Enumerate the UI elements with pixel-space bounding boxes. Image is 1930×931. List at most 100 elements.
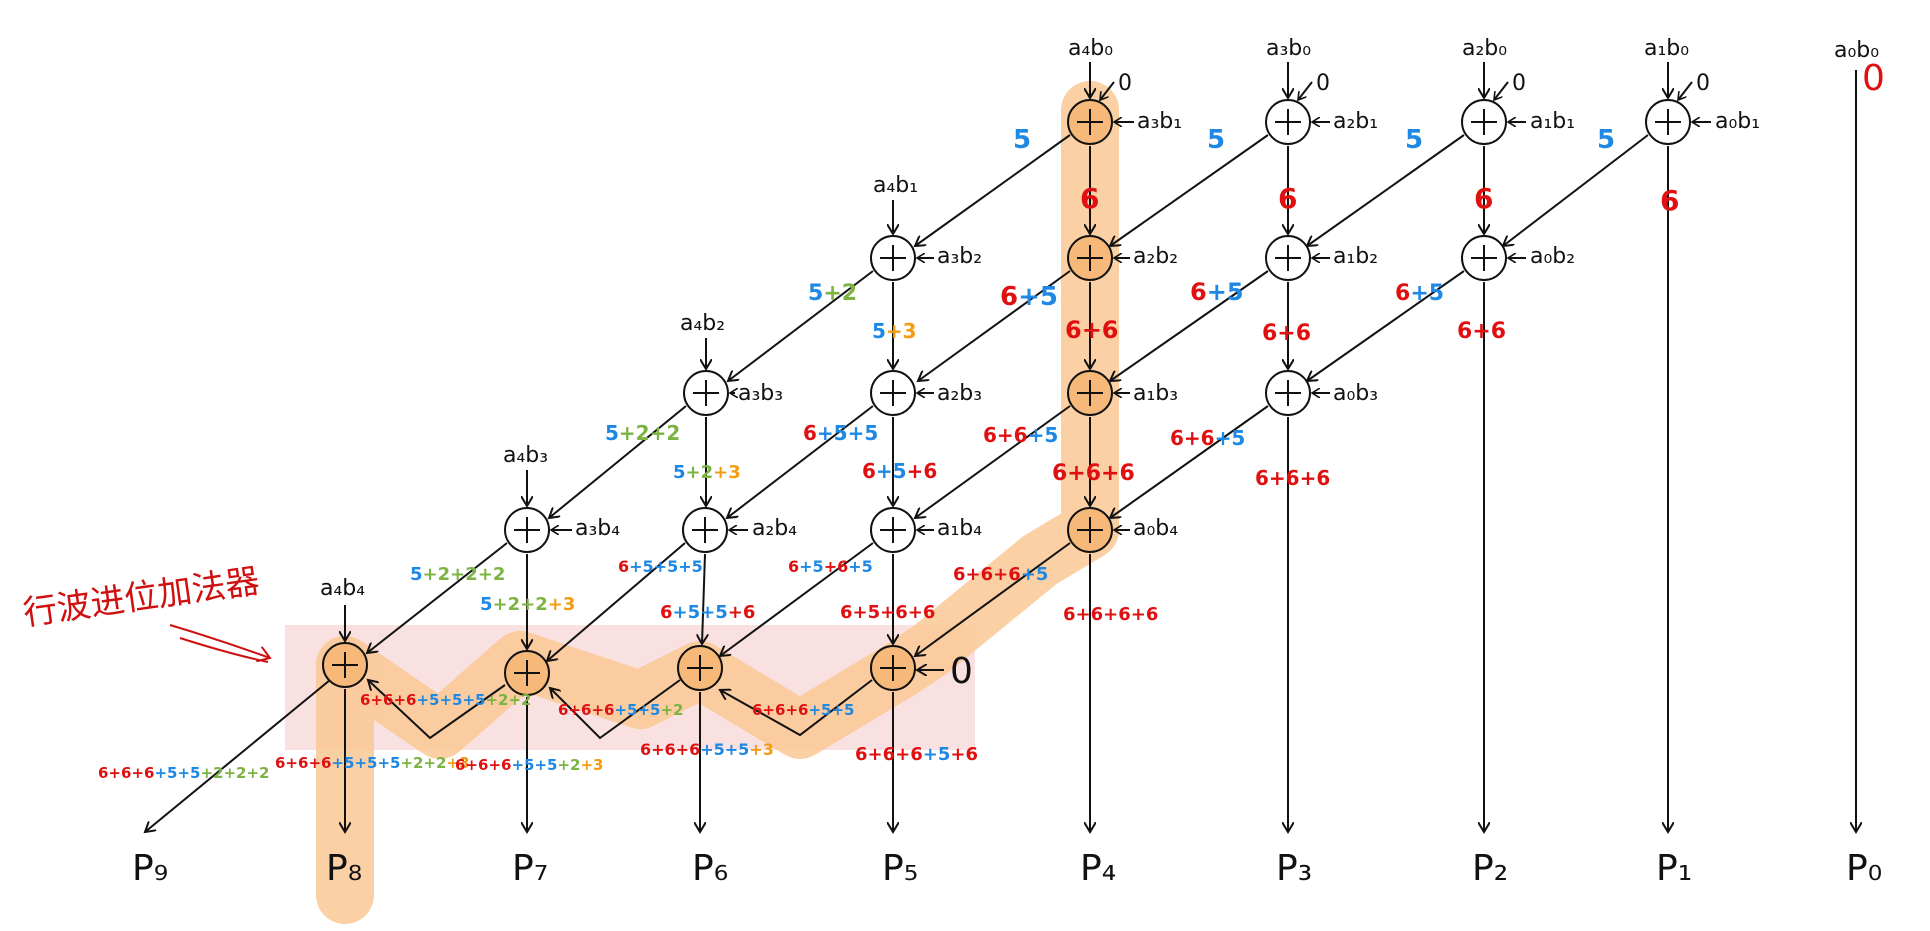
delay-label-d17: 5+2+2 (605, 421, 680, 445)
delay-seg: +5 (876, 459, 907, 483)
output-p6: P₆ (692, 848, 728, 889)
delay-seg: 6 (1190, 278, 1207, 306)
delay-seg: 6+6+6+6 (1063, 604, 1158, 625)
delay-label-d9: 5+2 (808, 281, 857, 306)
output-p8: P₈ (326, 848, 362, 889)
delay-seg: 5 (808, 281, 823, 306)
delay-seg: +5+5 (817, 421, 878, 445)
output-p0: P₀ (1846, 848, 1882, 889)
delay-seg: +3 (749, 740, 774, 759)
delay-label-d34: 6+6+6+5+5+2 (558, 701, 683, 719)
delay-seg: +6 (950, 744, 978, 765)
delay-seg: 6+6+6 (855, 744, 923, 765)
delay-seg: 6+6+6 (1255, 466, 1330, 490)
delay-seg: +6 (907, 459, 938, 483)
delay-seg: +5+5 (511, 756, 557, 774)
adder-a-0-2 (1265, 99, 1311, 145)
input-a0b4: a₀b₄ (1133, 516, 1178, 541)
input-a2b1: a₂b₁ (1333, 109, 1378, 134)
delay-label-d1: 5 (1013, 125, 1031, 155)
delay-labels: 5 5 5 56 6 6 65+2 6+5 6+5 6+55+3 6+6 6+6 6+65+2+2 6+5… (98, 125, 1679, 782)
delay-seg: +3 (548, 594, 576, 615)
adder-a-1-1 (1067, 235, 1113, 281)
delay-label-d23: 6+6+6 (1052, 461, 1135, 486)
input-a4b0: a₄b₀ (1068, 36, 1113, 61)
row0-carry-in-2: 0 (1316, 71, 1330, 96)
rca-annotation: 行波进位加法器 (21, 561, 262, 634)
delay-seg: 6 (803, 421, 817, 445)
delay-seg: 5 (480, 594, 493, 615)
output-p4: P₄ (1080, 848, 1116, 889)
delay-seg: +3 (447, 754, 470, 772)
delay-seg: +2+2+2 (423, 564, 506, 585)
delay-seg: 6+6 (1262, 321, 1311, 346)
delay-seg: 6 (618, 557, 629, 576)
delay-label-d29: 5+2+2+3 (480, 594, 575, 615)
delay-seg: 6 (1474, 182, 1493, 215)
delay-label-d3: 5 (1405, 125, 1423, 155)
delay-seg: 6 (862, 459, 876, 483)
delay-seg: +2+2+2 (200, 764, 269, 782)
adder-a-4-2 (677, 645, 723, 691)
delay-label-d10: 6+5 (1000, 282, 1058, 312)
delay-seg: 5 (1597, 125, 1615, 155)
delay-label-d20: 6+6+5 (1170, 426, 1245, 450)
delay-seg: 6 (1080, 182, 1099, 215)
input-a3b1: a₃b₁ (1137, 109, 1182, 134)
delay-seg: +6 (824, 557, 849, 576)
row0-carry-in-1: 0 (1118, 71, 1132, 96)
delay-seg: 6 (788, 557, 799, 576)
input-a1b1: a₁b₁ (1530, 109, 1575, 134)
delay-seg: +5 (1215, 426, 1246, 450)
delay-seg: +5 (1018, 282, 1058, 312)
delay-seg: +5+5+5 (416, 691, 485, 709)
delay-seg: +5 (799, 557, 824, 576)
rca-carry-in: 0 (950, 651, 973, 692)
delay-label-d26: 6+5+5+5 (618, 557, 703, 576)
delay-label-d38: 6+6+6+5+5+2+3 (455, 756, 604, 774)
delay-label-d33: 6+6+6+5+5+5+2+2 (360, 691, 532, 709)
input-a1b3: a₁b₃ (1133, 381, 1178, 406)
adder-a-3-3 (1067, 507, 1113, 553)
delay-seg: 6+6+6 (98, 764, 154, 782)
delay-seg: +2 (823, 281, 857, 306)
delay-seg: 5 (872, 319, 886, 343)
delay-seg: +3 (580, 756, 603, 774)
input-a0b2: a₀b₂ (1530, 244, 1575, 269)
input-a3b4: a₃b₄ (575, 516, 620, 541)
adder-a-2-2 (1067, 370, 1113, 416)
input-a3b2: a₃b₂ (937, 244, 982, 269)
delay-seg: 6 (1395, 281, 1410, 306)
delay-label-d14: 6+6 (1065, 316, 1119, 344)
delay-seg: +2+2 (485, 691, 531, 709)
delay-seg: +2 (686, 462, 714, 483)
row0-carry-in-4: 0 (1696, 71, 1710, 96)
delay-seg: +5 (1021, 564, 1049, 585)
delay-label-d7: 6 (1474, 182, 1493, 215)
output-p1: P₁ (1656, 848, 1692, 889)
delay-seg: +2 (557, 756, 580, 774)
delay-label-d39: 6+6+6+5+5+3 (640, 740, 774, 759)
delay-seg: +5 (848, 557, 873, 576)
adder-a-1-0 (870, 235, 916, 281)
input-a4b2: a₄b₂ (680, 311, 725, 336)
input-a4b3: a₄b₃ (503, 443, 548, 468)
delay-seg: +5+5+5 (629, 557, 703, 576)
output-p5: P₅ (882, 848, 918, 889)
delay-seg: 6+6+6 (640, 740, 700, 759)
input-a2b3: a₂b₃ (937, 381, 982, 406)
delay-seg: +3 (886, 319, 917, 343)
delay-seg: +5 (1028, 423, 1059, 447)
delay-label-d2: 5 (1207, 125, 1225, 155)
delay-seg: 6+6 (1065, 316, 1119, 344)
input-a2b0: a₂b₀ (1462, 36, 1507, 61)
input-a1b4: a₁b₄ (937, 516, 982, 541)
delay-label-d32: 6+6+6+6 (1063, 604, 1158, 625)
delay-label-d5: 6 (1080, 182, 1099, 215)
delay-seg: 6+6+6 (752, 701, 808, 719)
delay-label-d35: 6+6+6+5+5 (752, 701, 854, 719)
delay-seg: +5 (1410, 281, 1444, 306)
delay-seg: +5 (1207, 278, 1244, 306)
delay-seg: 6 (1000, 282, 1018, 312)
delay-seg: 5 (1013, 125, 1031, 155)
